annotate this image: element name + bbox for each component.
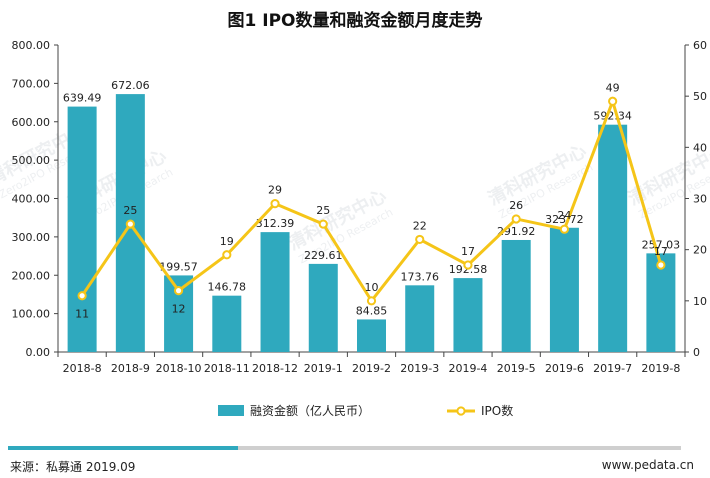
bar (549, 227, 579, 352)
y-left-tick-label: 300.00 (12, 231, 51, 244)
legend-swatch-marker (456, 406, 466, 416)
y-right-tick-label: 50 (693, 90, 707, 103)
ipo-value-label: 25 (316, 204, 330, 217)
ipo-value-label: 17 (461, 245, 475, 258)
bar (501, 239, 531, 352)
x-tick-label: 2019-1 (304, 362, 343, 375)
bars (67, 94, 676, 353)
x-tick-label: 2018-10 (156, 362, 202, 375)
bar-value-label: 199.57 (159, 260, 198, 273)
legend: 融资金额（亿人民币） IPO数 (218, 403, 513, 418)
x-tick-label: 2019-8 (641, 362, 680, 375)
y-left-tick-label: 400.00 (12, 193, 51, 206)
legend-swatch-bar (218, 405, 244, 416)
y-left-tick-label: 200.00 (12, 269, 51, 282)
bar (308, 263, 338, 352)
x-tick-label: 2019-2 (352, 362, 391, 375)
bar-value-label: 672.06 (111, 79, 150, 92)
ipo-line (77, 96, 666, 306)
bar (260, 232, 290, 352)
x-tick-label: 2019-4 (448, 362, 487, 375)
x-tick-label: 2018-8 (63, 362, 102, 375)
ipo-value-label: 17 (654, 245, 668, 258)
ipo-point (559, 224, 570, 234)
line-labels: 11 25 12 19 29 25 10 22 17 26 24 49 17 (75, 81, 668, 320)
y-left-tick-label: 100.00 (12, 308, 51, 321)
ipo-value-label: 49 (606, 81, 620, 94)
ipo-value-label: 22 (413, 219, 427, 232)
ipo-point (656, 260, 666, 270)
bar-value-label: 146.78 (208, 281, 247, 294)
ipo-point (463, 260, 473, 270)
bar (67, 106, 97, 353)
bar-value-label: 84.85 (356, 304, 388, 317)
ipo-point (125, 219, 135, 229)
x-tick-label: 2018-12 (252, 362, 298, 375)
y-left-tick-label: 0.00 (26, 346, 51, 359)
y-right-tick-label: 10 (693, 295, 707, 308)
bar-value-label: 173.76 (400, 270, 439, 283)
legend-label-line: IPO数 (481, 403, 513, 418)
y-left-tick-label: 800.00 (12, 39, 51, 52)
ipo-point (415, 234, 425, 245)
footer-divider-accent (8, 446, 238, 450)
ipo-point (77, 291, 87, 301)
bar-labels: 639.49 672.06 199.57 146.78 312.39 229.61 84.8… (63, 79, 680, 317)
ipo-value-label: 29 (268, 184, 282, 197)
y-right-tick-label: 20 (693, 244, 707, 257)
x-tick-label: 2019-7 (593, 362, 632, 375)
chart-title: 图1 IPO数量和融资金额月度走势 (227, 11, 483, 31)
y-left-tick-label: 500.00 (12, 154, 51, 167)
ipo-point (270, 199, 280, 209)
x-tick-label: 2018-9 (111, 362, 150, 375)
ipo-value-label: 10 (365, 281, 379, 294)
ipo-value-label: 24 (557, 209, 571, 222)
ipo-point (173, 286, 184, 296)
ipo-point (318, 219, 328, 229)
y-right-tick-label: 0 (693, 346, 700, 359)
y-right-tick-label: 30 (693, 193, 707, 206)
y-left-tick-label: 600.00 (12, 116, 51, 129)
x-tick-label: 2018-11 (204, 362, 250, 375)
bar-value-label: 312.39 (256, 217, 295, 230)
bar-value-label: 592.34 (593, 110, 632, 123)
ipo-point (511, 214, 521, 224)
bar (405, 285, 435, 352)
footer-divider (8, 446, 681, 450)
x-tick-label: 2019-3 (400, 362, 439, 375)
bar-value-label: 229.61 (304, 249, 343, 262)
bar-value-label: 323.72 (545, 213, 584, 226)
y-right-tick-label: 40 (693, 141, 707, 154)
bar (453, 278, 483, 352)
ipo-point (608, 96, 618, 106)
x-tick-label: 2019-6 (545, 362, 584, 375)
bar-value-label: 257.03 (642, 238, 681, 251)
ipo-point (222, 250, 232, 260)
ipo-value-label: 12 (172, 303, 186, 316)
ipo-point (366, 296, 377, 306)
bar (598, 124, 628, 353)
x-tick-label: 2019-5 (497, 362, 536, 375)
ipo-value-label: 25 (123, 204, 137, 217)
source-text: 来源：私募通 2019.09 (10, 460, 136, 474)
ipo-value-label: 19 (220, 235, 234, 248)
axes: 0.00 100.00 200.00 300.00 400.00 500.00 600.00… (12, 39, 708, 375)
bar (212, 295, 242, 352)
y-right-tick-label: 60 (693, 39, 707, 52)
bar-value-label: 639.49 (63, 92, 102, 105)
ipo-value-label: 11 (75, 308, 89, 321)
legend-label-bar: 融资金额（亿人民币） (250, 403, 370, 418)
y-left-tick-label: 700.00 (12, 77, 51, 90)
ipo-value-label: 26 (509, 199, 523, 212)
bar (357, 319, 386, 352)
site-url: www.pedata.cn (601, 458, 694, 472)
bar (646, 253, 676, 352)
